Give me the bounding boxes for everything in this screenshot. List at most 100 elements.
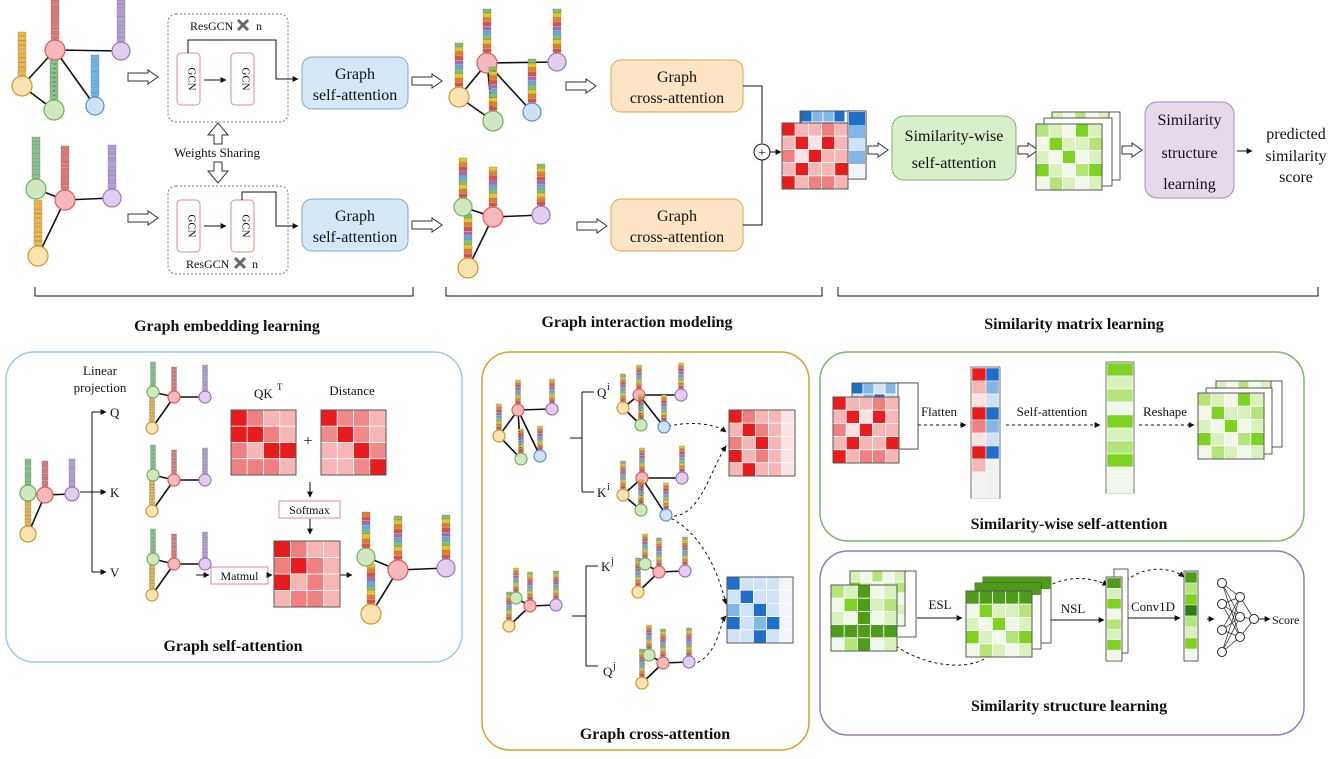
gcn-block: GCN (176, 199, 201, 253)
reshape-label: Reshape (1143, 404, 1187, 419)
rna-stem (50, 0, 60, 40)
graph-node (492, 429, 506, 443)
cross-attention-dashed-links (665, 423, 728, 666)
plus-symbol: + (758, 146, 766, 161)
self-attention-label: Self-attention (1017, 404, 1088, 419)
graph-node (11, 75, 33, 97)
rna-stem (107, 144, 117, 189)
svg-text:GCN: GCN (240, 67, 252, 90)
rna-stem (149, 395, 155, 422)
graph-node (387, 559, 409, 581)
qkt-label: QK (254, 386, 273, 401)
gcn-block: GCN (230, 52, 255, 106)
rna-stem (171, 449, 177, 474)
graph-node (547, 52, 567, 72)
svg-text:score: score (1279, 169, 1313, 186)
graph-node (616, 401, 630, 415)
rna-stem (496, 403, 502, 430)
rna-stem (33, 199, 43, 246)
matrix (230, 409, 297, 476)
rna-stem (635, 557, 641, 586)
flatten-label: Flatten (921, 404, 958, 419)
matrix (320, 409, 387, 476)
rna-stem (639, 648, 645, 677)
rna-stem (678, 362, 684, 389)
graph-node (54, 189, 76, 211)
rna-stem (537, 425, 543, 450)
ki-label: K (597, 485, 607, 500)
gcn-block: GCN (230, 199, 255, 253)
section-brace (34, 287, 1319, 297)
graph-node (657, 420, 671, 434)
matrix (1035, 123, 1103, 191)
graph-node (634, 418, 648, 432)
rna-stem (90, 54, 100, 97)
rna-stem (553, 570, 559, 599)
graph-node (167, 473, 181, 487)
matrix (830, 584, 898, 652)
rna-stem (527, 571, 533, 600)
graph-node (145, 504, 159, 518)
rna-stem (518, 428, 524, 453)
graph-node (549, 598, 563, 612)
rna-stem (41, 460, 49, 487)
rna-stem (149, 478, 155, 505)
graph-node (616, 488, 630, 502)
rna-stem (60, 145, 70, 190)
graph-node (514, 452, 528, 466)
graph-node (19, 484, 37, 502)
section-similarity-matrix: Similarity matrix learning (984, 316, 1164, 333)
svg-text:self-attention: self-attention (313, 229, 397, 246)
qi-superscript: i (607, 382, 610, 393)
panel-title: Graph cross-attention (580, 726, 730, 743)
graph-node (642, 648, 656, 662)
graph-node (545, 402, 559, 416)
rna-stem (171, 533, 177, 558)
similarity-matrices (781, 110, 867, 190)
resgcn-n-bottom: n (252, 257, 258, 271)
graph-node (25, 178, 47, 200)
rna-stem (656, 537, 662, 566)
rna-stem (116, 0, 126, 42)
qj-label: Q (603, 664, 613, 679)
rna-stem (513, 567, 519, 592)
similarity-structure-learning-box: Similarity structure learning (1144, 101, 1235, 199)
graph-node (111, 41, 131, 61)
matrix-stack (1035, 111, 1121, 191)
graph-node (27, 245, 49, 267)
svg-text:Similarity-wise: Similarity-wise (905, 128, 1004, 145)
graph-node (85, 96, 105, 116)
panel-similarity-wise-self-attention (819, 351, 1305, 542)
panel-title: Graph self-attention (163, 638, 302, 655)
esl-label: ESL (928, 597, 951, 612)
plus-symbol: + (303, 433, 312, 450)
rna-stem (686, 627, 692, 656)
svg-text:Softmax: Softmax (289, 503, 330, 517)
section-graph-interaction: Graph interaction modeling (541, 314, 732, 331)
matrix (832, 396, 900, 464)
resgcn-label-top: ResGCN (190, 19, 234, 33)
rna-stem (661, 394, 667, 421)
svg-text:Matmul: Matmul (221, 569, 260, 583)
graph-node (635, 676, 649, 690)
graph-node (656, 656, 670, 670)
matrix (781, 122, 849, 190)
panel-title: Similarity structure learning (971, 698, 1167, 715)
graph-node (682, 655, 696, 669)
graph-node (43, 99, 65, 121)
rna-stem (482, 8, 492, 53)
svg-text:self-attention: self-attention (912, 155, 996, 172)
graph-cross-attention-box: Graph cross-attention (610, 198, 744, 252)
graph-node (482, 206, 504, 228)
graph-node (167, 390, 181, 404)
graph-node (19, 525, 37, 543)
resgcn-box-bottom (167, 185, 289, 275)
graph-node (533, 449, 547, 463)
svg-text:cross-attention: cross-attention (630, 90, 724, 107)
panel-similarity-structure-learning (819, 550, 1305, 736)
rna-stem (663, 482, 669, 509)
conv1d-label: Conv1D (1131, 599, 1175, 614)
hollow-arrows (127, 69, 1143, 234)
qi-label: Q (597, 385, 607, 400)
